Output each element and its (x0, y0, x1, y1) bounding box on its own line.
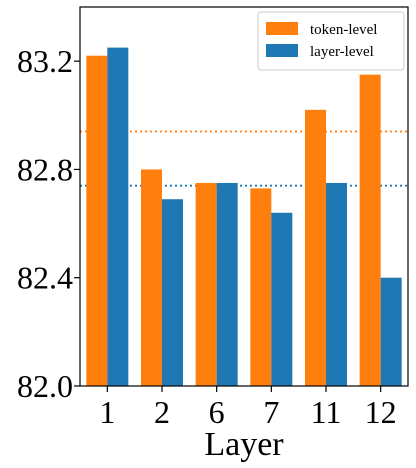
y-tick-label: 82.4 (17, 260, 73, 296)
bar-token-level-11 (305, 109, 326, 386)
reference-lines (80, 130, 408, 187)
x-tick-label: 7 (263, 394, 279, 430)
y-axis: 82.0 82.4 82.8 83.2 (17, 43, 80, 404)
legend-box (257, 11, 405, 71)
y-tick-label: 83.2 (17, 43, 73, 79)
legend-swatch-token-level (266, 22, 298, 35)
x-axis-label: Layer (204, 426, 284, 463)
legend: token-level layer-level (257, 11, 405, 71)
bar-token-level-7 (250, 188, 272, 386)
x-tick-label: 11 (311, 394, 342, 430)
x-tick-label: 2 (154, 394, 170, 430)
bar-layer-level-6 (216, 182, 238, 386)
bar-layer-level-7 (271, 212, 293, 386)
bar-token-level-2 (141, 169, 162, 386)
x-tick-label: 12 (365, 394, 397, 430)
plot-frame (79, 6, 409, 387)
bar-layer-level-2 (162, 199, 183, 386)
x-tick-label: 1 (99, 394, 115, 430)
legend-label-token-level: token-level (310, 22, 377, 38)
x-tick-label: 6 (209, 394, 225, 430)
bar-layer-level-11 (326, 182, 347, 386)
y-tick-label: 82.8 (17, 151, 73, 187)
bar-layer-level-12 (380, 277, 402, 386)
y-tick-label: 82.0 (17, 368, 73, 404)
bar-layer-level-1 (107, 47, 129, 386)
bar-token-level-1 (86, 55, 108, 386)
legend-swatch-layer-level (266, 44, 298, 57)
bar-token-level-6 (195, 182, 217, 386)
x-axis: 1 2 6 7 11 12 (99, 386, 397, 430)
bar-token-level-12 (359, 74, 381, 386)
bars (86, 47, 402, 386)
legend-label-layer-level: layer-level (310, 44, 374, 60)
